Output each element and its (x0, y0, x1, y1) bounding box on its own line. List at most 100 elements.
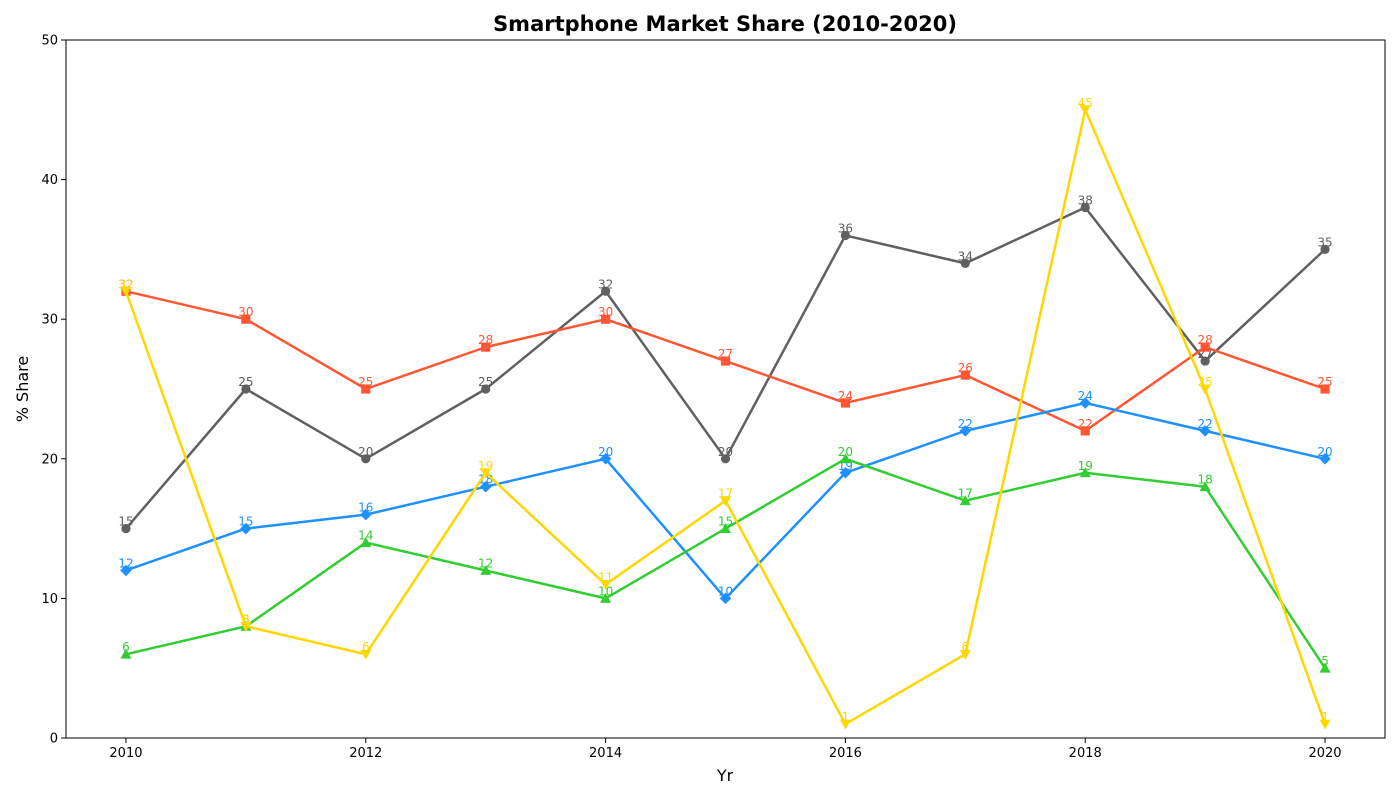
data-label: 17 (958, 487, 973, 501)
data-point (480, 468, 492, 479)
data-point (1079, 467, 1091, 478)
data-label: 25 (1317, 375, 1332, 389)
data-point (481, 384, 491, 394)
data-label: 12 (118, 556, 133, 570)
plot-frame (65, 39, 1386, 739)
data-label: 45 (1078, 96, 1093, 110)
data-label: 34 (958, 249, 973, 263)
series-group: 12 15 16 18 20 10 19 22 24 22 20 (118, 389, 1333, 605)
plot-area: 2010 2012 2014 2016 2018 20200102030405015252… (41, 34, 1386, 761)
data-label: 36 (838, 221, 853, 235)
data-label: 38 (1078, 194, 1093, 208)
data-point (479, 480, 492, 493)
data-point (361, 454, 371, 464)
data-point (361, 384, 371, 394)
data-point (1320, 244, 1330, 254)
y-tick-label: 40 (41, 173, 58, 188)
data-point (1199, 384, 1211, 395)
data-point (1200, 356, 1210, 366)
data-label: 35 (1317, 235, 1332, 249)
data-label: 24 (1078, 389, 1093, 403)
data-label: 11 (598, 570, 613, 584)
data-label: 22 (958, 417, 973, 431)
data-point (1080, 426, 1090, 436)
data-point (360, 537, 372, 547)
data-label: 10 (598, 584, 613, 598)
data-point (360, 649, 372, 660)
data-label: 25 (238, 375, 253, 389)
data-point (1199, 481, 1211, 492)
data-point (120, 286, 132, 297)
data-point (840, 398, 851, 408)
data-point (481, 342, 491, 352)
data-point (959, 649, 971, 660)
y-tick-label: 10 (41, 592, 58, 607)
data-label: 22 (1197, 417, 1212, 431)
data-point (121, 524, 131, 534)
data-label: 17 (718, 487, 733, 501)
data-label: 6 (362, 640, 370, 654)
data-label: 19 (1078, 459, 1093, 473)
data-point (1319, 719, 1331, 730)
data-label: 20 (838, 445, 853, 459)
data-label: 14 (358, 529, 373, 543)
data-label: 16 (358, 501, 373, 515)
series-group: 32 30 25 28 30 27 24 26 22 28 25 (118, 277, 1333, 436)
data-point (241, 384, 251, 394)
data-point (839, 453, 851, 464)
data-label: 27 (718, 347, 733, 361)
data-label: 12 (478, 556, 493, 570)
data-point (1200, 342, 1210, 352)
data-label: 22 (1078, 417, 1093, 431)
data-label: 6 (961, 640, 969, 654)
data-label: 25 (1197, 375, 1212, 389)
data-point (1079, 397, 1091, 409)
y-tick-label: 50 (41, 34, 58, 49)
data-point (960, 370, 970, 380)
data-label: 8 (242, 612, 250, 626)
x-tick-label: 2010 (109, 746, 142, 761)
data-label: 5 (1321, 654, 1329, 668)
data-point (241, 314, 251, 324)
y-tick-label: 0 (50, 732, 58, 747)
chart-title: Smartphone Market Share (2010-2020) (493, 12, 957, 36)
data-point (839, 719, 851, 730)
data-label: 15 (718, 515, 733, 529)
data-label: 1 (842, 710, 850, 724)
data-label: 20 (598, 445, 613, 459)
data-point (240, 621, 252, 632)
data-point (959, 425, 972, 437)
x-tick-label: 2018 (1069, 746, 1102, 761)
data-point (120, 564, 132, 577)
data-label: 32 (118, 277, 133, 291)
data-label: 28 (478, 333, 493, 347)
data-point (720, 454, 731, 464)
data-point (600, 314, 611, 324)
data-point (719, 592, 732, 605)
data-point (1319, 662, 1331, 673)
data-label: 15 (238, 515, 253, 529)
y-tick-label: 30 (41, 313, 58, 328)
x-tick-label: 2014 (589, 746, 622, 761)
data-label: 30 (598, 305, 613, 319)
data-point (480, 564, 492, 575)
y-tick-label: 20 (41, 452, 58, 467)
data-label: 20 (358, 445, 373, 459)
data-label: 30 (238, 305, 253, 319)
x-tick-label: 2012 (349, 746, 382, 761)
data-label: 1 (1321, 710, 1329, 724)
data-point (1320, 384, 1330, 394)
data-point (959, 495, 971, 506)
data-point (719, 523, 732, 534)
data-label: 20 (718, 445, 733, 459)
x-tick-label: 2016 (829, 746, 862, 761)
series-group: 6 8 14 12 10 15 20 17 19 18 5 (120, 445, 1331, 673)
data-label: 20 (1317, 445, 1332, 459)
data-point (120, 648, 132, 659)
data-point (1319, 453, 1331, 465)
data-point (960, 258, 970, 268)
data-label: 25 (478, 375, 493, 389)
data-label: 19 (478, 459, 493, 473)
